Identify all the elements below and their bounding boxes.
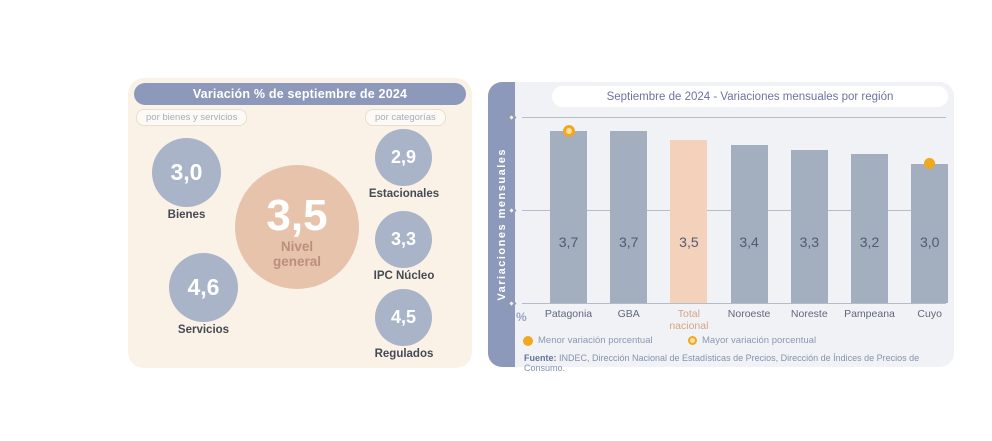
- bar-value-gba: 3,7: [618, 234, 639, 250]
- servicios-circle: 4,6: [169, 253, 238, 322]
- x-label-patagonia: Patagonia: [544, 308, 593, 320]
- ipc-nucleo-label: IPC Núcleo: [373, 270, 435, 282]
- bar-noreste: [790, 149, 828, 303]
- regulados-circle: 4,5: [375, 289, 432, 346]
- bienes-label: Bienes: [167, 209, 206, 221]
- regional-variation-card: Variaciones mensuales Septiembre de 2024…: [488, 82, 954, 373]
- bar-patagonia: [550, 130, 587, 303]
- estacionales-value: 2,9: [390, 147, 417, 167]
- bar-value-noreste: 3,3: [799, 234, 820, 250]
- bar-gba: [610, 130, 648, 303]
- bar-value-noroeste: 3,4: [739, 234, 759, 250]
- ipc-nucleo-circle: 3,3: [375, 211, 432, 268]
- chart-legend: Menor variación porcentual Mayor variaci…: [488, 335, 954, 349]
- bar-cuyo: [911, 163, 949, 303]
- gridline-y4: [522, 117, 946, 118]
- percent-axis-label: %: [516, 310, 527, 324]
- variation-summary-card: Variación % de septiembre de 2024 por bi…: [128, 78, 472, 368]
- tick-diamond-icon-y4: [506, 112, 517, 122]
- bar-pampeana: [851, 154, 888, 303]
- source-note: Fuente: INDEC, Dirección Nacional de Est…: [524, 353, 954, 373]
- legend-mayor-label: Mayor variación porcentual: [702, 335, 817, 346]
- mayor-variation-marker-icon: [562, 124, 575, 137]
- y-axis-title-rail: Variaciones mensuales: [488, 82, 515, 367]
- legend-item-mayor: Mayor variación porcentual: [688, 335, 816, 346]
- bar-total-nacional: [670, 140, 708, 303]
- bar-value-pampeana: 3,2: [859, 234, 880, 250]
- legend-item-menor: Menor variación porcentual: [523, 335, 653, 346]
- x-label-pampeana: Pampeana: [844, 308, 895, 320]
- left-card-title: Variación % de septiembre de 2024: [134, 83, 466, 105]
- x-label-noreste: Noreste: [790, 308, 828, 320]
- estacionales-circle: 2,9: [375, 129, 432, 186]
- bienes-value: 3,0: [170, 159, 203, 185]
- mayor-dot-icon: [688, 336, 697, 345]
- source-text: INDEC, Dirección Nacional de Estadística…: [524, 353, 920, 373]
- estacionales-label: Estacionales: [368, 188, 440, 200]
- regulados-value: 4,5: [390, 307, 417, 327]
- bar-chart: 3,7 Patagonia 3,7 GBA 3,5 Total nacional 3,4 No…: [488, 82, 954, 367]
- menor-dot-icon: [523, 335, 533, 346]
- bar-value-patagonia: 3,7: [558, 234, 579, 250]
- nivel-general-circle: 3,5 Nivel general: [235, 165, 359, 289]
- x-label-cuyo: Cuyo: [917, 308, 942, 320]
- nivel-general-label: Nivel general: [272, 239, 322, 269]
- x-label-noroeste: Noroeste: [727, 308, 771, 320]
- gridline-y0: [522, 303, 946, 304]
- servicios-label: Servicios: [177, 324, 230, 336]
- bar-value-cuyo: 3,0: [919, 234, 940, 250]
- source-prefix: Fuente:: [524, 353, 557, 363]
- tick-diamond-icon-y0: [506, 298, 517, 308]
- bienes-circle: 3,0: [152, 138, 221, 207]
- x-label-total-nacional: Total nacional: [669, 308, 709, 332]
- right-card-title: Septiembre de 2024 - Variaciones mensual…: [552, 86, 948, 107]
- ipc-nucleo-value: 3,3: [390, 229, 417, 249]
- nivel-general-value: 3,5: [266, 191, 328, 241]
- group-label-bienes-servicios: por bienes y servicios: [136, 109, 248, 126]
- menor-variation-marker-icon: [924, 158, 936, 169]
- regulados-label: Regulados: [374, 348, 434, 360]
- bar-noroeste: [730, 144, 768, 303]
- bar-value-total-nacional: 3,5: [679, 234, 699, 250]
- group-label-categorias: por categorías: [365, 109, 446, 126]
- servicios-value: 4,6: [187, 274, 220, 300]
- x-label-gba: GBA: [617, 308, 640, 320]
- legend-menor-label: Menor variación porcentual: [538, 335, 653, 346]
- tick-diamond-icon-y2: [506, 205, 517, 215]
